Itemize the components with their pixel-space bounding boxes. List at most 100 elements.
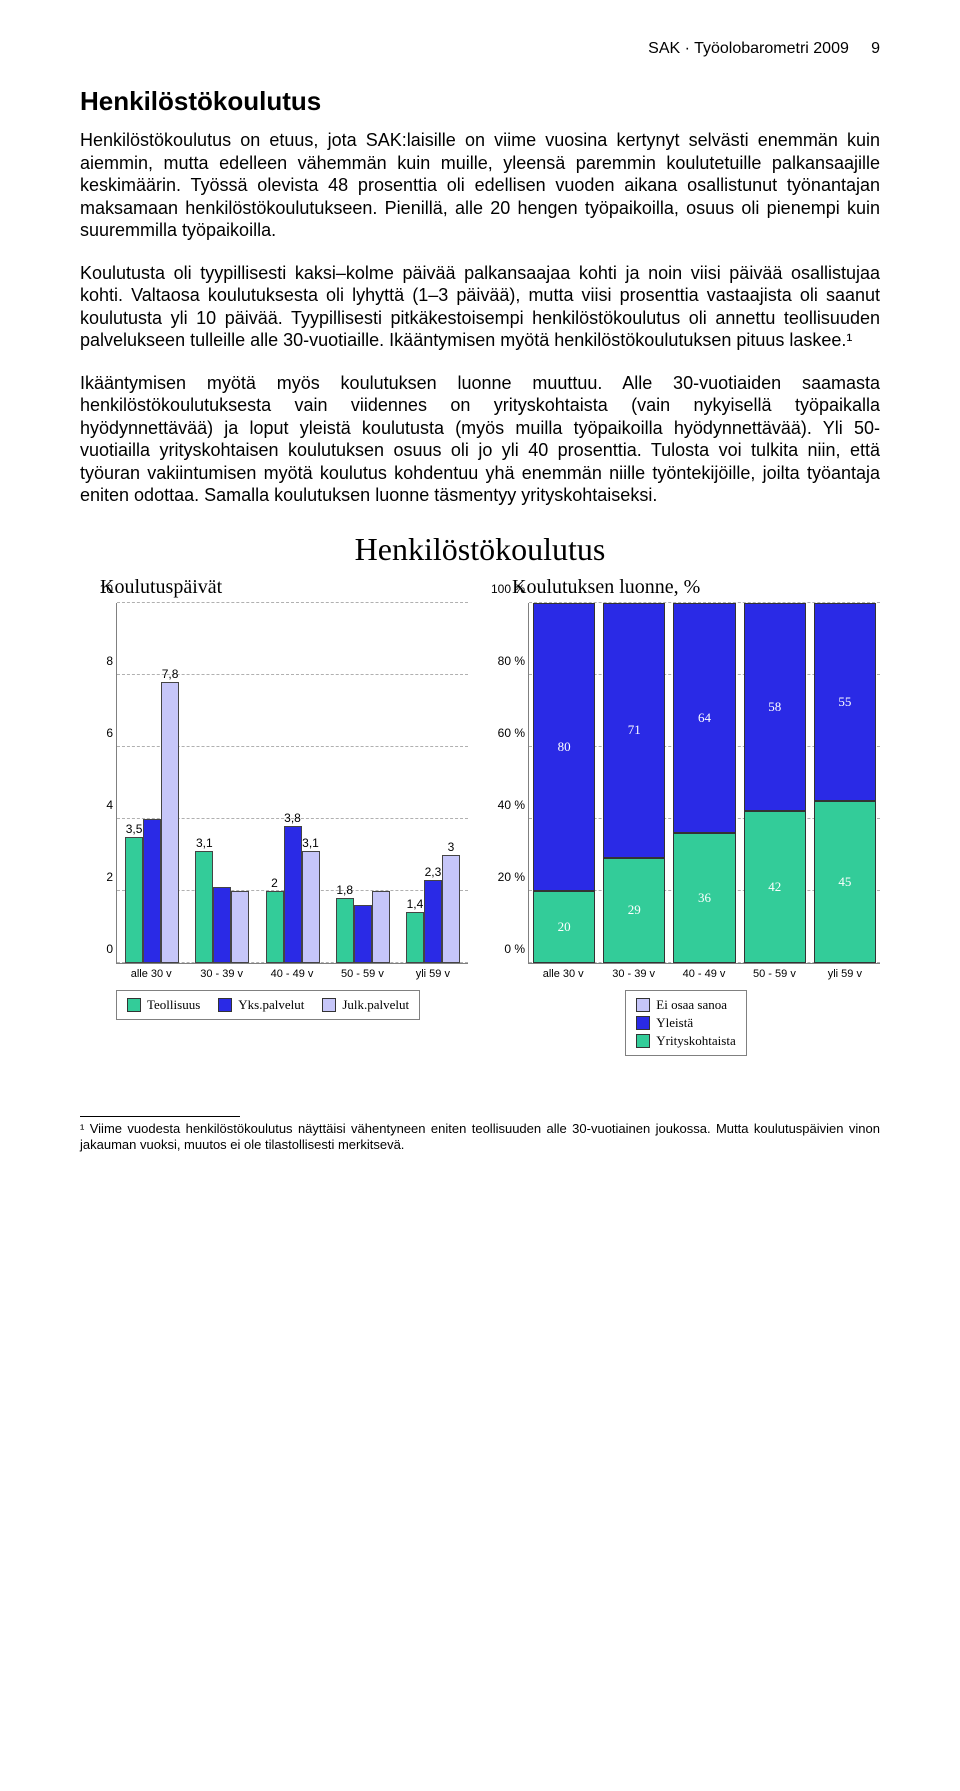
stack-segment-yleista: 58 bbox=[744, 603, 806, 812]
bar-value-label: 2,3 bbox=[425, 865, 442, 879]
y-tick: 20 % bbox=[485, 870, 525, 884]
legend-item: Yleistä bbox=[636, 1015, 735, 1031]
paragraph-2: Koulutusta oli tyypillisesti kaksi–kolme… bbox=[80, 262, 880, 352]
page-number: 9 bbox=[871, 40, 880, 57]
bar: 3 bbox=[442, 855, 460, 963]
footnote-rule bbox=[80, 1116, 240, 1117]
chart-right: Koulutuksen luonne, % 0 %20 %40 %60 %80 … bbox=[492, 576, 880, 1056]
bar-value-label: 1,4 bbox=[407, 897, 424, 911]
chart-left-xlabels: alle 30 v30 - 39 v40 - 49 v50 - 59 vyli … bbox=[116, 968, 468, 980]
chart-left-area: 02468103,57,83,123,83,11,81,42,33 bbox=[116, 603, 468, 964]
legend-item: Julk.palvelut bbox=[322, 997, 409, 1013]
stacked-bar: 3664 bbox=[669, 603, 739, 963]
bar-group: 23,83,1 bbox=[257, 603, 327, 963]
stack-segment-yleista: 64 bbox=[673, 603, 735, 833]
legend-swatch bbox=[322, 998, 336, 1012]
chart-right-area: 0 %20 %40 %60 %80 %100 %2080297136644258… bbox=[528, 603, 880, 964]
legend-swatch bbox=[218, 998, 232, 1012]
bar bbox=[213, 887, 231, 963]
legend-label: Yks.palvelut bbox=[238, 997, 304, 1013]
legend-label: Teollisuus bbox=[147, 997, 200, 1013]
y-tick: 0 % bbox=[485, 942, 525, 956]
legend-item: Yrityskohtaista bbox=[636, 1033, 735, 1049]
paragraph-1: Henkilöstökoulutus on etuus, jota SAK:la… bbox=[80, 129, 880, 242]
footnote: ¹ Viime vuodesta henkilöstökoulutus näyt… bbox=[80, 1121, 880, 1155]
bar-value-label: 3,1 bbox=[302, 836, 319, 850]
bar-value-label: 7,8 bbox=[162, 667, 179, 681]
x-label: alle 30 v bbox=[528, 968, 598, 980]
stacked-bar: 2080 bbox=[529, 603, 599, 963]
bar-group: 1,42,33 bbox=[398, 603, 468, 963]
stack-segment-yrityskohtaista: 20 bbox=[533, 891, 595, 963]
bar-group: 3,5 7,8 bbox=[117, 603, 187, 963]
stacked-bar: 4555 bbox=[810, 603, 880, 963]
legend-item: Ei osaa sanoa bbox=[636, 997, 735, 1013]
paragraph-3: Ikääntymisen myötä myös koulutuksen luon… bbox=[80, 372, 880, 507]
bar: 3,1 bbox=[195, 851, 213, 963]
y-tick: 80 % bbox=[485, 654, 525, 668]
chart-right-xlabels: alle 30 v30 - 39 v40 - 49 v50 - 59 vyli … bbox=[528, 968, 880, 980]
legend-item: Teollisuus bbox=[127, 997, 200, 1013]
legend-label: Julk.palvelut bbox=[342, 997, 409, 1013]
y-tick: 60 % bbox=[485, 726, 525, 740]
bar-value-label: 3 bbox=[448, 840, 455, 854]
x-label: 50 - 59 v bbox=[327, 968, 397, 980]
stack-segment-yrityskohtaista: 42 bbox=[744, 811, 806, 962]
x-label: 30 - 39 v bbox=[186, 968, 256, 980]
y-tick: 2 bbox=[85, 870, 113, 884]
bar: 1,4 bbox=[406, 912, 424, 962]
stack-segment-yrityskohtaista: 29 bbox=[603, 858, 665, 962]
chart-left-legend: Teollisuus Yks.palvelut Julk.palvelut bbox=[116, 990, 420, 1020]
y-tick: 100 % bbox=[485, 582, 525, 596]
legend-swatch bbox=[636, 1016, 650, 1030]
bar: 7,8 bbox=[161, 682, 179, 963]
legend-item: Yks.palvelut bbox=[218, 997, 304, 1013]
y-tick: 40 % bbox=[485, 798, 525, 812]
bar bbox=[372, 891, 390, 963]
bar-value-label: 3,8 bbox=[284, 811, 301, 825]
bar: 2,3 bbox=[424, 880, 442, 963]
stack-segment-yrityskohtaista: 45 bbox=[814, 801, 876, 963]
charts-title: Henkilöstökoulutus bbox=[80, 531, 880, 568]
legend-swatch bbox=[636, 1034, 650, 1048]
legend-label: Ei osaa sanoa bbox=[656, 997, 727, 1013]
stack-segment-yleista: 55 bbox=[814, 603, 876, 801]
bar: 3,8 bbox=[284, 826, 302, 963]
bar-value-label: 3,5 bbox=[126, 822, 143, 836]
stack-segment-yleista: 71 bbox=[603, 603, 665, 859]
x-label: 30 - 39 v bbox=[598, 968, 668, 980]
bar: 3,1 bbox=[302, 851, 320, 963]
doc-title: SAK · Työolobarometri 2009 bbox=[648, 40, 849, 57]
bar-groups: 3,57,83,123,83,11,81,42,33 bbox=[117, 603, 468, 963]
y-tick: 8 bbox=[85, 654, 113, 668]
bar-value-label: 1,8 bbox=[336, 883, 353, 897]
x-label: alle 30 v bbox=[116, 968, 186, 980]
stack-segment-yrityskohtaista: 36 bbox=[673, 833, 735, 963]
y-tick: 6 bbox=[85, 726, 113, 740]
bar bbox=[231, 891, 249, 963]
bar-group: 3,1 bbox=[187, 603, 257, 963]
page-header: SAK · Työolobarometri 2009 9 bbox=[80, 40, 880, 58]
y-tick: 0 bbox=[85, 942, 113, 956]
x-label: yli 59 v bbox=[398, 968, 468, 980]
x-label: 40 - 49 v bbox=[669, 968, 739, 980]
chart-right-subtitle: Koulutuksen luonne, % bbox=[512, 576, 880, 599]
stacked-bar: 4258 bbox=[740, 603, 810, 963]
bar bbox=[143, 819, 161, 963]
legend-label: Yleistä bbox=[656, 1015, 693, 1031]
bar-group: 1,8 bbox=[328, 603, 398, 963]
bar: 3,5 bbox=[125, 837, 143, 963]
bar-value-label: 3,1 bbox=[196, 836, 213, 850]
charts-row: Koulutuspäivät 02468103,57,83,123,83,11,… bbox=[80, 576, 880, 1056]
bar: 1,8 bbox=[336, 898, 354, 963]
stacked-bar: 2971 bbox=[599, 603, 669, 963]
x-label: yli 59 v bbox=[810, 968, 880, 980]
y-tick: 10 bbox=[85, 582, 113, 596]
bar-value-label: 2 bbox=[271, 876, 278, 890]
section-title: Henkilöstökoulutus bbox=[80, 86, 880, 117]
x-label: 40 - 49 v bbox=[257, 968, 327, 980]
bar bbox=[354, 905, 372, 963]
legend-label: Yrityskohtaista bbox=[656, 1033, 735, 1049]
stack-segment-yleista: 80 bbox=[533, 603, 595, 891]
chart-left: Koulutuspäivät 02468103,57,83,123,83,11,… bbox=[80, 576, 468, 1020]
